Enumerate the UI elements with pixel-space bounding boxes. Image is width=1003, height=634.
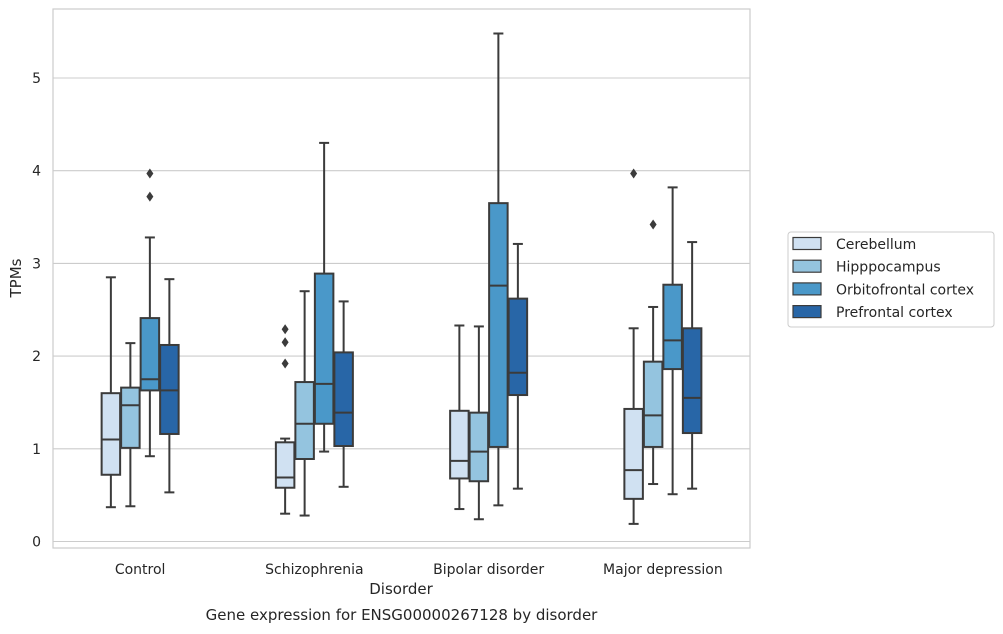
box-iqr <box>100 392 122 476</box>
box-1-1 <box>294 290 315 517</box>
boxes <box>100 32 703 525</box>
box-3-2 <box>662 186 683 496</box>
box-2-3 <box>507 242 529 490</box>
outlier-point <box>281 324 289 335</box>
gridlines <box>53 77 750 543</box>
legend-swatch <box>792 305 822 319</box>
x-axis-label: Disorder <box>369 580 433 598</box>
box-iqr <box>662 283 683 371</box>
plot-frame <box>52 8 751 549</box>
legend-entry: Cerebellum <box>836 237 916 253</box>
y-tick-label: 4 <box>32 164 41 180</box>
x-axis-ticks: Control Schizophrenia Bipolar disorder Majo… <box>115 562 723 578</box>
legend: Cerebellum Hipppocampus Orbitofrontal cort… <box>787 231 995 328</box>
box-0-0 <box>100 276 122 509</box>
outlier-point <box>281 337 289 348</box>
box-2-0 <box>449 324 470 511</box>
legend-swatch <box>792 282 822 296</box>
outlier-point <box>281 358 289 369</box>
legend-entry: Orbitofrontal cortex <box>836 282 974 298</box>
outlier-point <box>630 168 638 179</box>
box-0-2 <box>139 168 161 458</box>
box-iqr <box>294 381 315 460</box>
box-3-3 <box>681 241 703 490</box>
box-iqr <box>449 409 470 480</box>
box-iqr <box>642 360 664 448</box>
box-0-1 <box>120 342 141 508</box>
y-tick-label: 3 <box>32 256 41 272</box>
outlier-point <box>649 219 657 230</box>
x-tick-label: Major depression <box>603 562 723 578</box>
box-iqr <box>333 351 354 448</box>
y-axis-ticks: 0 1 2 3 4 5 <box>32 71 41 551</box>
box-iqr <box>120 386 141 449</box>
box-2-1 <box>468 325 490 521</box>
legend-swatch <box>792 259 822 273</box>
box-2-2 <box>488 32 509 507</box>
box-3-0 <box>623 168 644 525</box>
y-tick-label: 2 <box>32 349 41 365</box>
y-tick-label: 5 <box>32 71 41 87</box>
box-iqr <box>507 297 529 397</box>
x-tick-label: Control <box>115 562 166 578</box>
y-axis-label: TPMs <box>7 258 25 298</box>
legend-swatch <box>792 236 822 251</box>
legend-entry: Prefrontal cortex <box>836 305 953 321</box>
box-iqr <box>681 327 703 435</box>
x-tick-label: Bipolar disorder <box>433 562 544 578</box>
box-iqr <box>468 411 490 483</box>
chart-caption: Gene expression for ENSG00000267128 by d… <box>205 606 598 624</box>
outlier-point <box>146 191 154 202</box>
box-1-2 <box>313 141 335 453</box>
box-3-1 <box>642 219 664 486</box>
box-iqr <box>623 407 644 500</box>
legend-frame <box>787 231 995 328</box>
x-tick-label: Schizophrenia <box>265 562 363 578</box>
box-iqr <box>488 202 509 448</box>
box-0-3 <box>159 278 180 494</box>
box-1-0 <box>274 324 296 515</box>
outlier-point <box>146 168 154 179</box>
legend-entry: Hipppocampus <box>836 260 941 276</box>
box-1-3 <box>333 300 354 488</box>
box-iqr <box>313 272 335 425</box>
y-tick-label: 0 <box>32 535 41 551</box>
y-tick-label: 1 <box>32 442 41 458</box>
box-iqr <box>274 441 296 489</box>
